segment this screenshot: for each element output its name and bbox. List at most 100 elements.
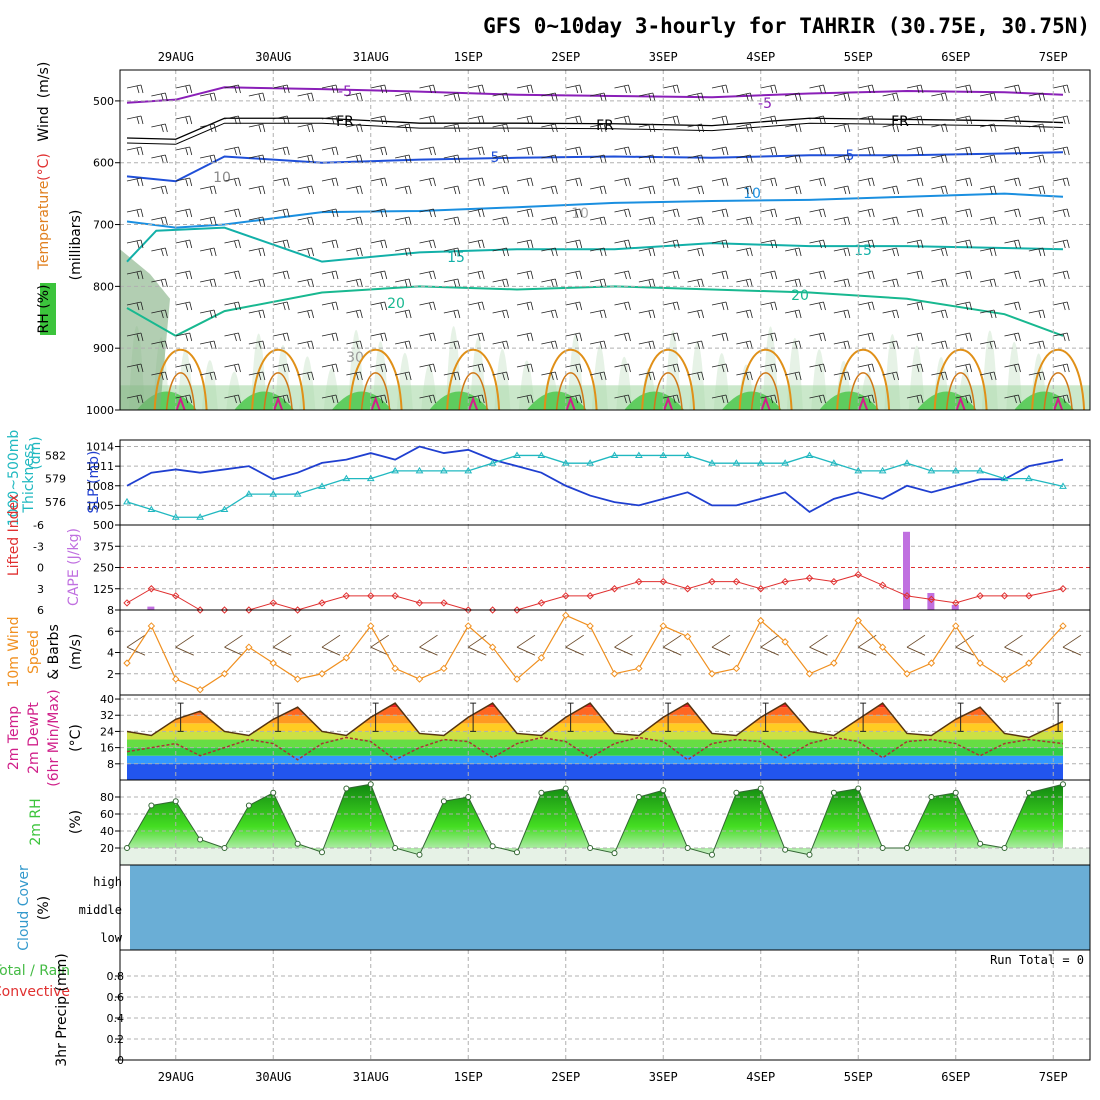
wind-barb	[663, 115, 680, 125]
wind-barb	[370, 177, 388, 187]
minmax-whisker	[372, 702, 379, 732]
wind-barb	[321, 394, 339, 404]
precip-tick-label: 0.6	[107, 991, 125, 1004]
wind-barb	[833, 92, 851, 102]
wind-barb	[858, 270, 875, 280]
wind-barb	[175, 332, 193, 342]
wind-barb	[492, 309, 510, 319]
wind-barb	[224, 332, 241, 342]
wind-barb	[1028, 123, 1046, 133]
wind-barb	[516, 301, 534, 311]
wind-speed-marker	[805, 670, 814, 678]
wind-barb	[1028, 278, 1046, 288]
wind-barb	[370, 146, 388, 156]
wind-barb	[126, 84, 144, 94]
isotherm-lobe	[836, 348, 891, 411]
isotherm-line	[126, 226, 1064, 263]
wind-speed-marker	[318, 670, 326, 678]
wind-barb	[1053, 146, 1070, 156]
wind-barb	[833, 247, 851, 257]
wind-barb	[346, 309, 363, 319]
wind-barb	[370, 301, 388, 311]
wind-barb	[638, 340, 656, 350]
wind-barb	[687, 216, 705, 226]
wind-speed-marker	[927, 659, 936, 667]
wind-barb	[809, 332, 826, 342]
wind-barb	[346, 185, 363, 195]
surface-wind-barb	[273, 634, 292, 656]
rh-marker	[416, 851, 423, 858]
contour-label: 5	[491, 150, 500, 166]
wind-speed-marker	[562, 611, 570, 620]
rh2m-axis-title: 2m RH	[28, 798, 44, 845]
wind-barb	[321, 146, 339, 156]
wind-barb	[321, 301, 339, 311]
isotherm-line	[126, 86, 1064, 104]
wind-speed-marker	[220, 670, 229, 678]
wind-barb	[346, 278, 363, 288]
cape-tick-label: 250	[93, 562, 114, 575]
lifted-index-marker	[903, 592, 911, 600]
date-label-top: 31AUG	[353, 50, 389, 64]
wind-barb	[419, 239, 436, 249]
rh-patch	[526, 391, 587, 410]
wind-barb	[1004, 115, 1021, 125]
cape-bar	[147, 606, 155, 610]
isotherm-lobe	[653, 372, 683, 411]
wind-barb	[882, 123, 900, 133]
wind-barb	[1053, 363, 1070, 373]
rh-marker	[538, 789, 545, 796]
wind-speed-marker	[513, 675, 521, 683]
pressure-tick-label: 800	[93, 280, 114, 293]
wind-barb	[931, 185, 948, 195]
wind-barb	[858, 208, 875, 218]
wind-barb	[273, 270, 290, 280]
wind-barb	[833, 278, 851, 288]
rh-marker	[660, 787, 667, 794]
wind-barb	[687, 340, 705, 350]
wind-speed-marker	[732, 664, 741, 673]
thickness-marker	[293, 490, 302, 497]
wind-barb	[760, 208, 778, 218]
wind-barb	[175, 239, 193, 249]
wind-barb	[760, 146, 778, 156]
wind-barb	[711, 270, 729, 280]
thickness-line	[126, 454, 1064, 518]
lifted-index-marker	[708, 577, 716, 586]
wind-barb	[248, 278, 266, 288]
slp-tick-label: 1011	[86, 460, 114, 473]
temp-band	[127, 731, 1063, 740]
wind-barb	[468, 146, 485, 156]
wind-barb	[370, 208, 388, 218]
isotherm-lobe	[641, 348, 696, 411]
date-label-top: 30AUG	[255, 50, 291, 64]
thickness-marker	[805, 451, 814, 458]
wind-barb	[151, 123, 168, 133]
wind-barb	[321, 115, 339, 125]
wind-speed-marker	[635, 664, 643, 673]
wind10m-axis-title-3: & Barbs	[46, 624, 62, 680]
wind-speed-marker	[391, 664, 399, 673]
thickness-marker	[610, 451, 619, 458]
wind-speed-tick-label: 6	[107, 625, 114, 638]
wind-barb	[1028, 371, 1046, 381]
wind-barb	[760, 115, 778, 125]
wind-barb	[370, 394, 388, 404]
isotherm-lobe	[555, 372, 586, 411]
wind-barb	[1004, 146, 1021, 156]
wind-barb	[273, 177, 290, 187]
wind-barb	[224, 177, 241, 187]
wind-speed-marker	[123, 659, 131, 667]
rh-marker	[489, 843, 496, 850]
wind-barb	[711, 115, 729, 125]
wind-barb	[419, 332, 436, 342]
lifted-index-marker	[976, 592, 984, 600]
wind-barb	[395, 216, 412, 226]
isotherm-line	[126, 117, 1064, 140]
wind-barb	[858, 363, 875, 373]
wind-barb	[200, 216, 217, 226]
wind-barb	[516, 270, 534, 280]
wind-barb	[882, 278, 900, 288]
wind-barb	[151, 154, 168, 164]
